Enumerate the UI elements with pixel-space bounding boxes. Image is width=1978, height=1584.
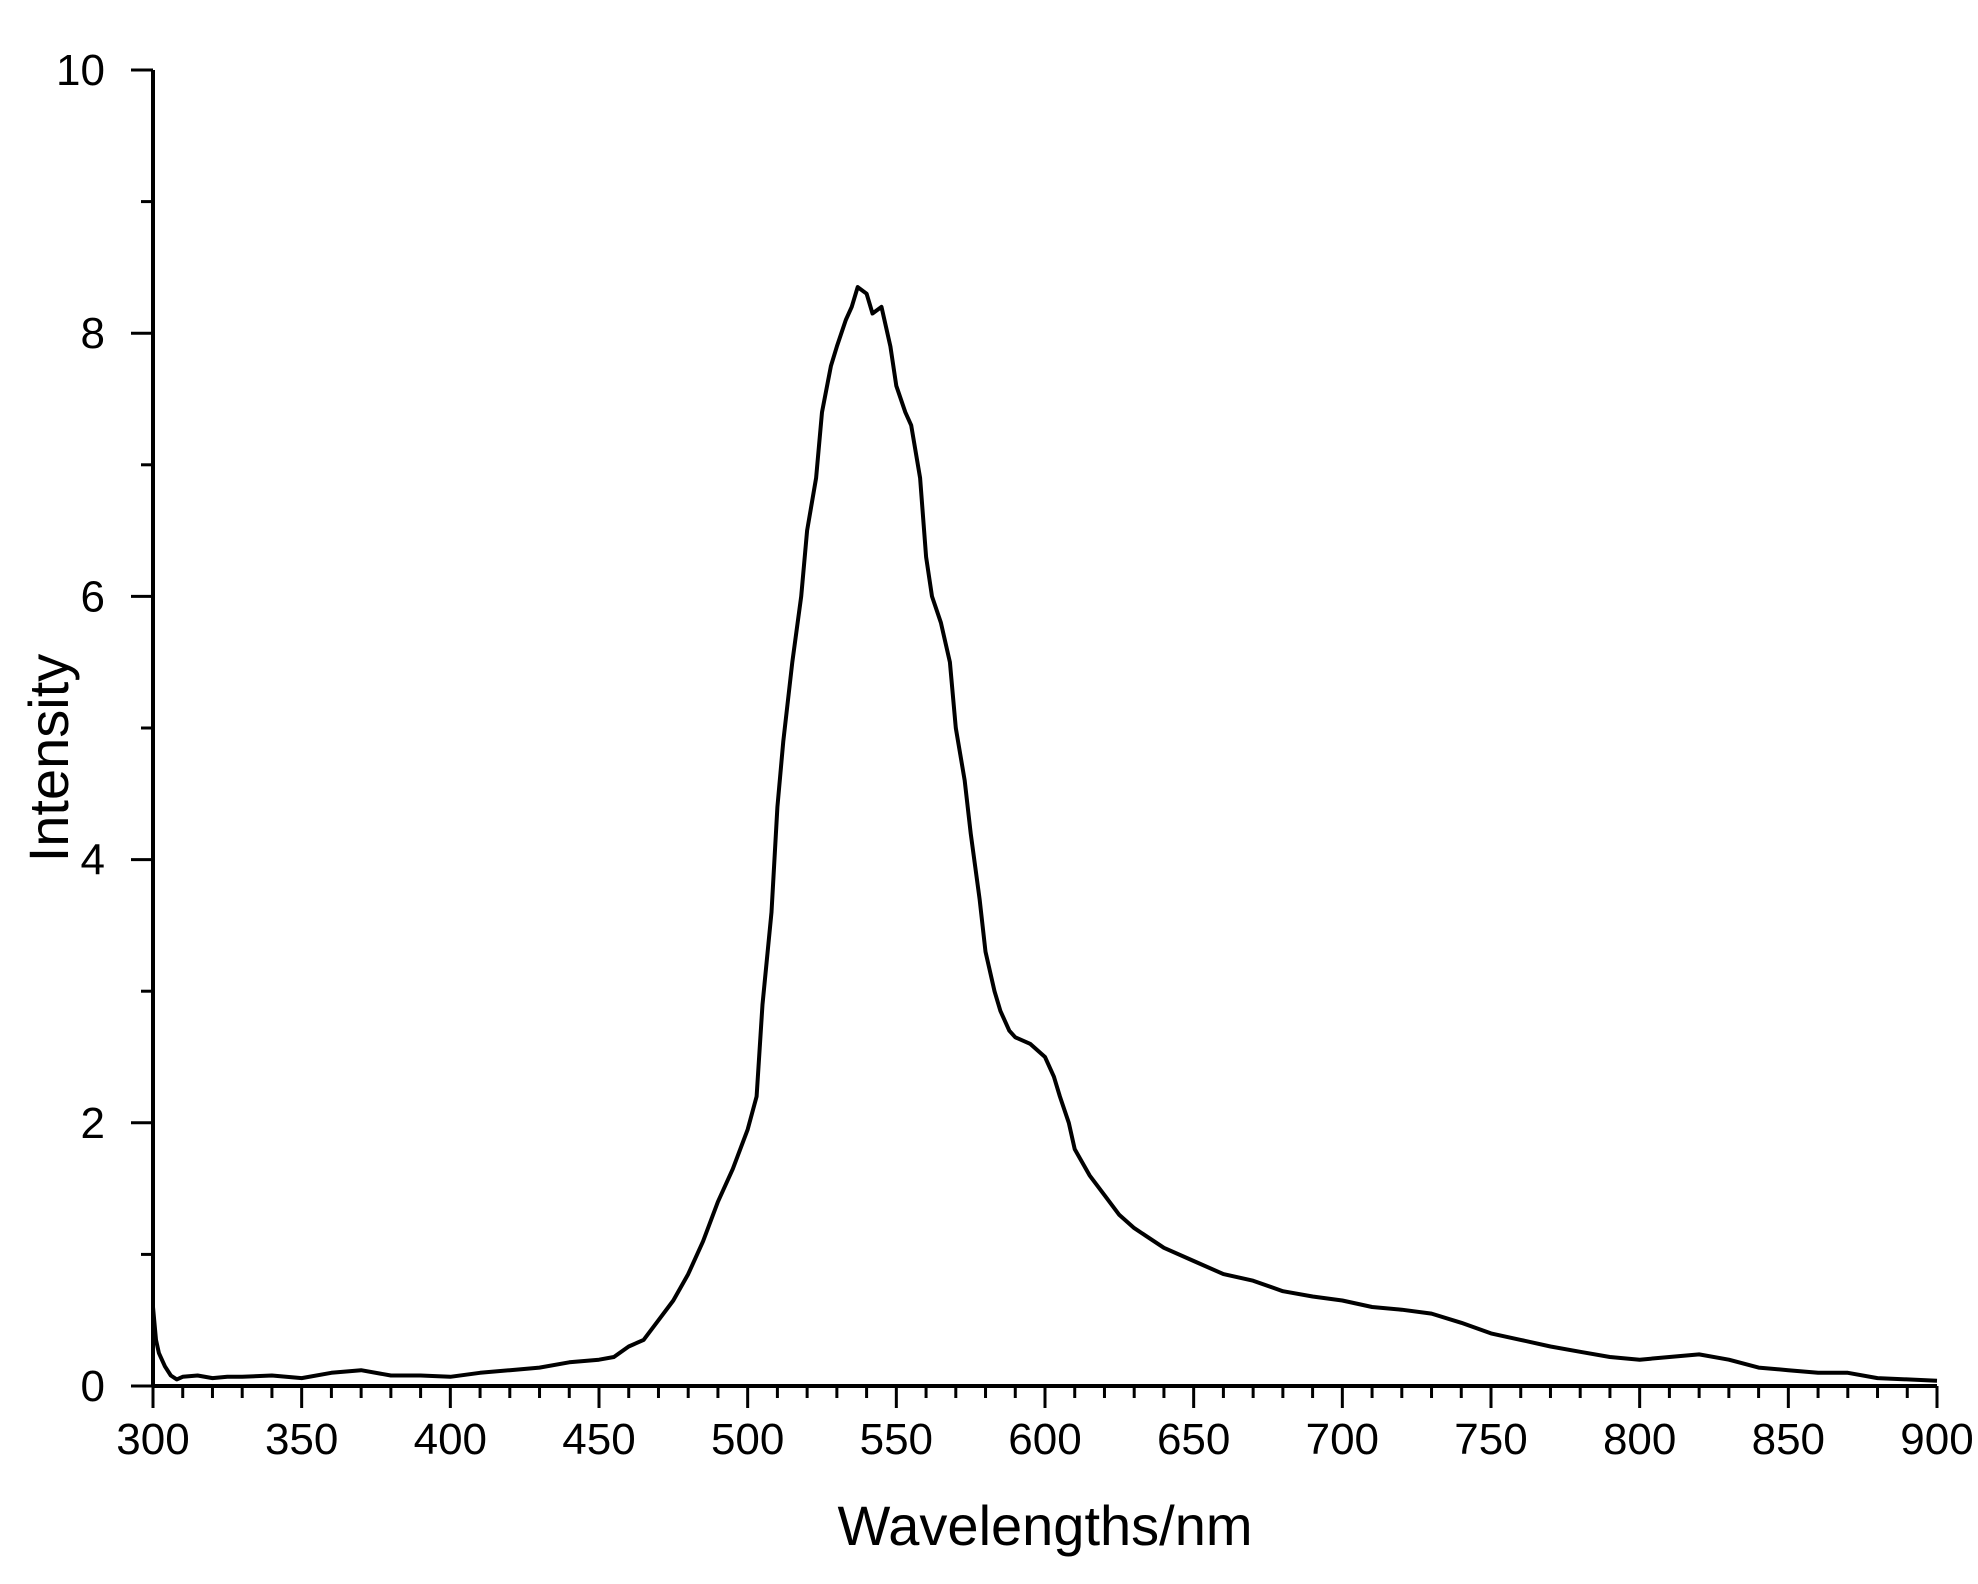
x-tick-label: 850 (1752, 1415, 1825, 1464)
x-axis-title: Wavelengths/nm (838, 1494, 1253, 1557)
series-line (151, 285, 1938, 1383)
y-tick-label: 10 (56, 46, 105, 95)
x-tick-label: 400 (414, 1415, 487, 1464)
y-axis-ticks: 0 2 4 6 8 10 (56, 46, 153, 1411)
x-tick-label: 650 (1157, 1415, 1230, 1464)
y-tick-label: 4 (81, 836, 105, 885)
x-tick-label: 450 (562, 1415, 635, 1464)
y-tick-label: 0 (81, 1362, 105, 1411)
y-tick-label: 2 (81, 1099, 105, 1148)
x-tick-label: 600 (1008, 1415, 1081, 1464)
x-tick-label: 350 (265, 1415, 338, 1464)
x-tick-label: 550 (860, 1415, 933, 1464)
x-tick-label: 750 (1454, 1415, 1527, 1464)
y-tick-label: 8 (81, 309, 105, 358)
y-tick-label: 6 (81, 572, 105, 621)
x-tick-label: 700 (1306, 1415, 1379, 1464)
x-tick-label: 900 (1900, 1415, 1973, 1464)
y-axis-title: Intensity (17, 654, 80, 863)
x-tick-label: 300 (116, 1415, 189, 1464)
x-tick-label: 800 (1603, 1415, 1676, 1464)
x-axis-ticks: 300 350 400 450 500 550 600 650 700 750 800 850 900 (116, 1386, 1974, 1464)
x-tick-label: 500 (711, 1415, 784, 1464)
